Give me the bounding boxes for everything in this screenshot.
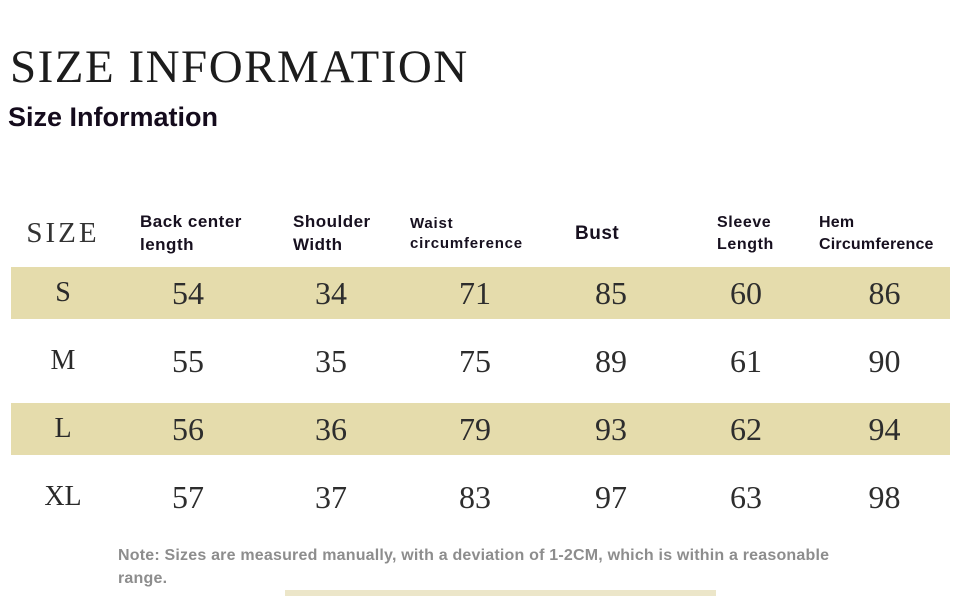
size-cell: M	[50, 345, 76, 376]
value-cell: 98	[868, 478, 901, 515]
table-row-m: M 55 35 75 89 61 90	[11, 335, 950, 403]
value-cell: 93	[595, 410, 627, 447]
value-cell: 85	[595, 274, 627, 311]
value-cell: 35	[315, 342, 347, 379]
value-cell: 89	[595, 342, 627, 379]
value-cell: 36	[315, 410, 347, 447]
table-header-row: SIZE Back center length Shoulder Width W…	[11, 200, 950, 267]
page-title: SIZE INFORMATION	[10, 41, 469, 93]
column-header-hem-circumference: Hem Circumference	[819, 214, 934, 253]
column-header-bust: Bust	[575, 222, 620, 244]
value-cell: 62	[730, 410, 762, 447]
value-cell: 60	[730, 274, 762, 311]
value-cell: 97	[595, 478, 627, 515]
value-cell: 57	[172, 478, 204, 515]
size-cell: L	[54, 413, 72, 444]
row-stripe: M 55 35 75 89 61 90	[11, 335, 950, 387]
value-cell: 83	[459, 478, 491, 515]
value-cell: 34	[315, 274, 347, 311]
table-row-xl: XL 57 37 83 97 63 98	[11, 471, 950, 539]
measurement-note: Note: Sizes are measured manually, with …	[118, 547, 830, 587]
value-cell: 54	[172, 274, 204, 311]
column-header-shoulder-width: Shoulder Width	[293, 212, 371, 254]
column-header-back-center-length: Back center length	[140, 212, 242, 254]
value-cell: 55	[172, 342, 204, 379]
page-subtitle: Size Information	[8, 102, 219, 132]
value-cell: 56	[172, 410, 204, 447]
column-header-sleeve-length: Sleeve Length	[717, 214, 774, 253]
value-cell: 75	[459, 342, 491, 379]
value-cell: 79	[459, 410, 491, 447]
size-cell: S	[55, 277, 71, 308]
value-cell: 94	[868, 410, 901, 447]
column-header-size: SIZE	[26, 217, 100, 250]
table-row-l: L 56 36 79 93 62 94	[11, 403, 950, 471]
column-header-waist-circumference: Waist circumference	[410, 214, 523, 252]
row-stripe: S 54 34 71 85 60 86	[11, 267, 950, 319]
bottom-accent-bar	[285, 590, 716, 596]
row-stripe: XL 57 37 83 97 63 98	[11, 471, 950, 523]
value-cell: 86	[868, 274, 901, 311]
table-row-s: S 54 34 71 85 60 86	[11, 267, 950, 335]
row-stripe: L 56 36 79 93 62 94	[11, 403, 950, 455]
value-cell: 37	[315, 478, 347, 515]
size-table: SIZE Back center length Shoulder Width W…	[11, 200, 950, 539]
value-cell: 71	[459, 274, 491, 311]
size-cell: XL	[44, 481, 82, 512]
value-cell: 63	[730, 478, 762, 515]
value-cell: 90	[868, 342, 901, 379]
value-cell: 61	[730, 342, 762, 379]
